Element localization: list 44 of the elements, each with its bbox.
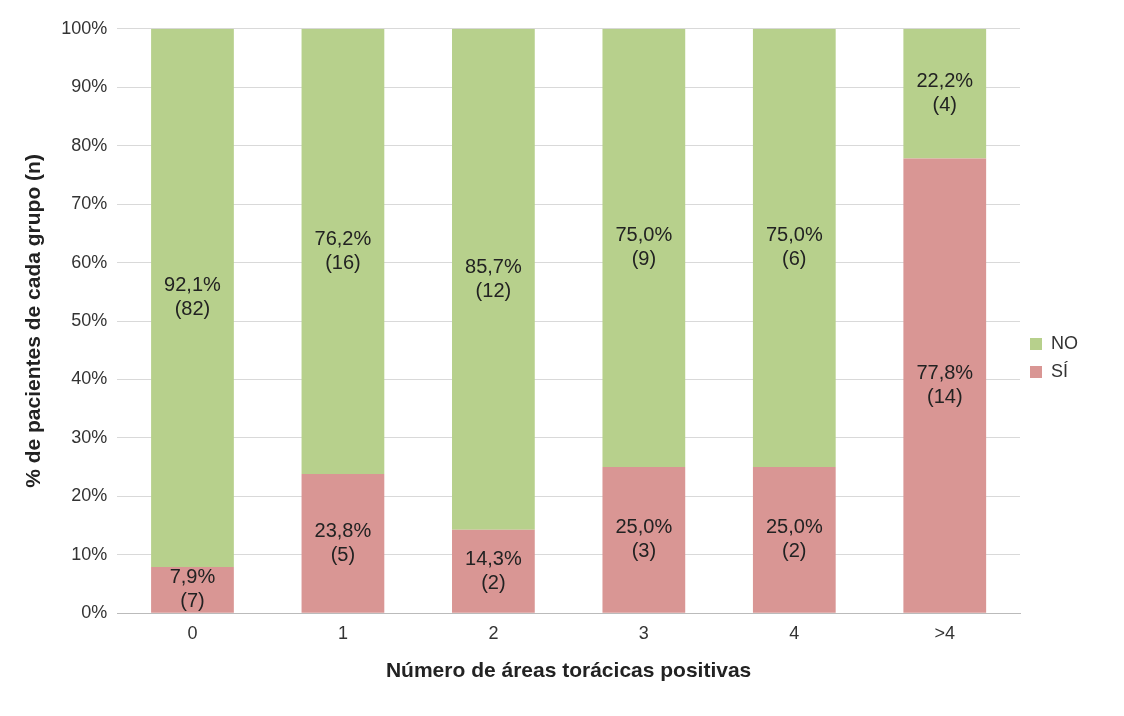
legend-label: NO [1051,332,1078,353]
data-label: 25,0% (2) [765,515,823,562]
data-label: 75,0% (6) [765,223,823,270]
bar [602,28,686,468]
x-axis-title: Número de áreas torácicas positivas [385,658,752,682]
data-label: 75,0% (9) [615,223,673,270]
y-tick-label: 80% [71,134,108,155]
y-tick-label: 100% [61,17,108,38]
x-tick-label: 1 [337,622,348,643]
bar [452,529,535,613]
y-tick-label: 10% [71,543,108,564]
bar [752,28,836,468]
data-label: 25,0% (3) [615,515,673,562]
x-tick-label: 2 [488,622,499,643]
x-tick-label: 4 [789,622,800,643]
data-label: 85,7% (12) [465,254,522,301]
y-tick-label: 0% [81,602,108,623]
y-tick-label: 70% [71,193,108,214]
x-tick-label: 3 [638,622,649,643]
y-tick-label: 90% [71,76,108,97]
bar [903,28,987,159]
bar [602,467,686,613]
data-label: 77,8% (14) [916,361,974,408]
y-tick-label: 20% [71,485,108,506]
legend-label: SÍ [1051,360,1069,381]
bar [151,28,234,568]
x-tick-label: >4 [934,622,956,643]
data-label: 92,1% (82) [164,273,222,320]
data-label: 14,3% (2) [465,546,522,593]
y-tick-label: 40% [71,368,108,389]
bar [301,28,385,475]
data-label: 22,2% (4) [916,69,974,116]
bar [752,467,836,613]
y-tick-label: 50% [71,309,108,330]
bar [452,28,535,530]
data-label: 23,8% (5) [314,518,372,565]
data-label: 76,2% (16) [314,226,372,273]
bar [903,158,987,613]
y-tick-label: 30% [71,426,108,447]
y-axis-title: % de pacientes de cada grupo (n) [21,154,45,488]
data-label: 7,9% (7) [169,565,216,612]
y-tick-label: 60% [71,251,108,272]
x-tick-label: 0 [187,622,198,643]
bar [301,474,385,613]
